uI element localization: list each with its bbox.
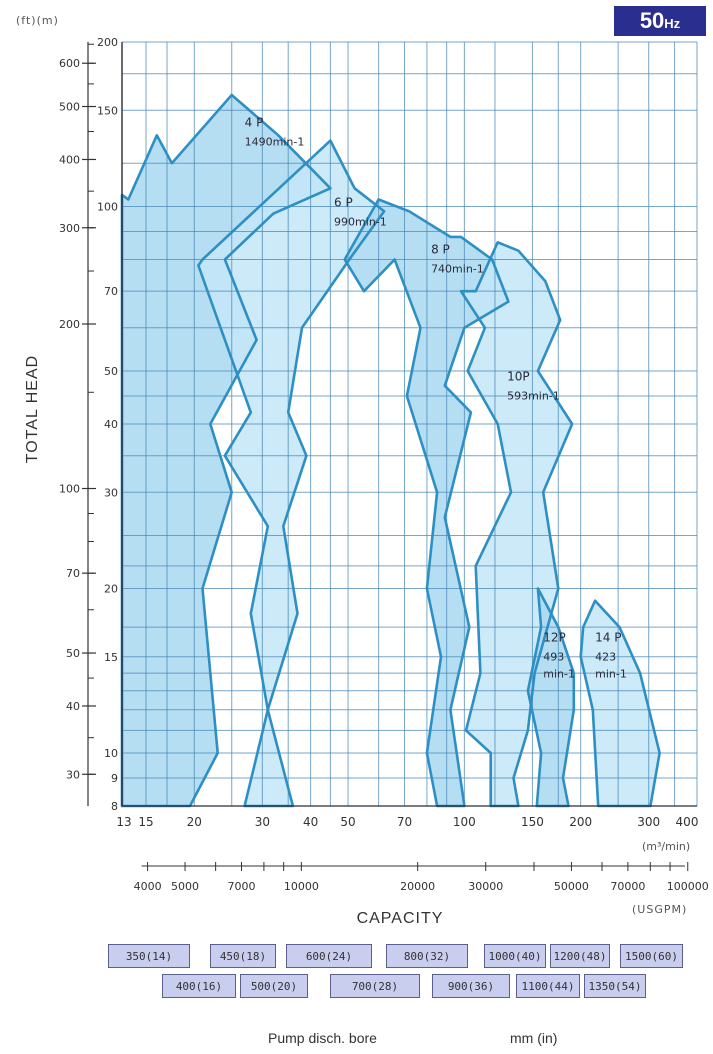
region-name-2: 8 P [431,243,450,257]
region-outline-1 [197,139,386,808]
usgpm-tick-5: 30000 [468,880,503,893]
y-tick-11: 200 [97,36,118,49]
region-name-5: 14 P [595,630,621,644]
x-tick-9: 200 [569,815,592,829]
y-axis-title: TOTAL HEAD [24,354,41,464]
region-speed-0: 1490min-1 [245,136,305,149]
usgpm-tick-6: 50000 [554,880,589,893]
x-tick-10: 300 [637,815,660,829]
footer-unit-label: mm (in) [510,1030,558,1046]
region-speed-4: 493 [543,650,564,663]
y-tick-0: 8 [111,800,118,813]
ft-tick-6: 300 [59,222,80,235]
x-axis-title: CAPACITY [356,910,444,927]
x-unit-m3: (m³/min) [642,840,691,853]
x-tick-2: 20 [187,815,202,829]
bore-box-0: 350(14) [108,944,190,968]
ft-tick-9: 600 [59,57,80,70]
x-tick-5: 50 [340,815,355,829]
footer-bore-label: Pump disch. bore [268,1030,377,1046]
x-tick-11: 400 [676,815,699,829]
region-speed2-4: min-1 [543,667,575,680]
bore-box-8: 500(20) [240,974,308,998]
bore-box-12: 1350(54) [584,974,646,998]
region-labels-layer: 4 P 1490min-1 6 P 990min-1 8 P 740min-1 10P 593… [245,116,627,681]
bore-box-1: 450(18) [210,944,276,968]
bore-box-2: 600(24) [286,944,372,968]
x-tick-6: 70 [397,815,412,829]
ft-tick-7: 400 [59,153,80,166]
usgpm-tick-0: 4000 [134,880,162,893]
region-fill-5 [580,600,660,806]
y-tick-6: 40 [104,418,118,431]
ft-tick-4: 100 [59,483,80,496]
region-name-1: 6 P [334,196,353,210]
x-tick-3: 30 [255,815,270,829]
x-unit-usgpm: (USGPM) [632,903,688,916]
region-outline-3 [459,241,574,808]
usgpm-tick-8: 100000 [667,880,709,893]
frequency-unit: Hz [664,16,681,31]
region-name-4: 12P [543,630,566,644]
region-outline-2 [343,198,510,808]
region-outline-layer [120,93,661,808]
y-tick-7: 50 [104,365,118,378]
y-tick-8: 70 [104,285,118,298]
x-tick-7: 100 [453,815,476,829]
region-outline-0 [120,93,332,808]
y-unit-label: (ft)(m) [16,14,59,27]
x-tick-4: 40 [303,815,318,829]
bore-box-4: 1000(40) [484,944,546,968]
frequency-value: 50 [639,8,665,33]
y-tick-4: 20 [104,583,118,596]
region-speed-3: 593min-1 [507,390,560,403]
ft-tick-1: 40 [66,700,80,713]
y-tick-3: 15 [104,651,118,664]
y-tick-1: 9 [111,772,118,785]
bore-box-9: 700(28) [330,974,420,998]
axis-layer: 8 9 10 15 20 30 40 50 70 100 150 200 13 15 20 30 40 50 70 1… [97,36,698,829]
usgpm-tick-3: 10000 [284,880,319,893]
y-tick-9: 100 [97,201,118,214]
bore-box-6: 1500(60) [620,944,683,968]
usgpm-tick-2: 7000 [227,880,255,893]
ft-tick-8: 500 [59,101,80,114]
region-speed-2: 740min-1 [431,263,484,276]
bore-box-5: 1200(48) [550,944,610,968]
x-tick-0: 13 [116,815,131,829]
grid-layer [121,41,698,807]
x-tick-1: 15 [138,815,153,829]
bore-box-11: 1100(44) [516,974,580,998]
usgpm-axis-layer: 4000 5000 7000 10000 20000 30000 50000 70000 100… [134,862,709,893]
region-speed-5: 423 [595,650,616,663]
ft-axis-layer: 30 40 50 70 100 200 300 400 500 600 [59,42,96,806]
ft-tick-5: 200 [59,318,80,331]
usgpm-tick-1: 5000 [171,880,199,893]
x-tick-8: 150 [521,815,544,829]
region-fill-0 [122,95,331,806]
y-tick-5: 30 [104,486,118,499]
bore-box-3: 800(32) [386,944,468,968]
y-tick-2: 10 [104,747,118,760]
region-name-3: 10P [507,370,530,384]
usgpm-tick-7: 70000 [610,880,645,893]
bore-box-10: 900(36) [432,974,510,998]
region-name-0: 4 P [245,116,264,130]
ft-tick-3: 70 [66,567,80,580]
frequency-badge: 50Hz [614,6,706,36]
ft-tick-2: 50 [66,647,80,660]
bore-box-7: 400(16) [162,974,236,998]
region-speed2-5: min-1 [595,667,627,680]
y-tick-10: 150 [97,104,118,117]
region-speed-1: 990min-1 [334,216,387,229]
usgpm-tick-4: 20000 [400,880,435,893]
ft-tick-0: 30 [66,768,80,781]
